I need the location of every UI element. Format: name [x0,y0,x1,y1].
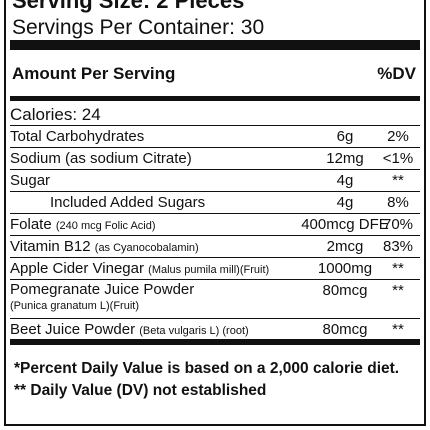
nutrient-name: Vitamin B12 (as Cyanocobalamin) [10,238,199,255]
nutrient-name: Folate (240 mcg Folic Acid) [10,216,156,233]
name-text: Sugar [10,172,51,189]
amount: 6g [336,128,354,145]
thick-bar [10,339,420,345]
daily-value: 70% [382,216,414,233]
name-note: (240 mcg Folic Acid) [55,220,156,232]
amount: 80mcg [322,321,368,338]
nutrient-row: Pomegranate Juice Powder (Punica granatum… [10,280,420,319]
calories: Calories: 24 [10,105,101,124]
daily-value: 8% [387,194,409,211]
amount: 400mcg DFE [301,216,389,233]
nutrient-name: Sugar [10,172,50,189]
nutrient-name: Included Added Sugars [50,194,205,211]
name-text: Included Added Sugars [50,194,206,211]
name-note: (Beta vulgaris L) (root) [139,325,249,337]
name-note: (Malus pumila mill)(Fruit) [148,264,270,276]
daily-value: ** [392,282,404,299]
supplement-label: Serving Size: 2 Pieces Servings Per Cont… [4,0,426,426]
name-text: Vitamin B12 [10,238,91,255]
amount: 4g [336,194,354,211]
daily-value: ** [392,172,404,189]
nutrient-row: Apple Cider Vinegar (Malus pumila mill)(… [10,258,420,280]
nutrient-name: Total Carbohydrates [10,128,144,145]
nutrient-name: Sodium (as sodium Citrate) [10,150,192,167]
nutrient-row: Vitamin B12 (as Cyanocobalamin) 2mcg 83% [10,236,420,258]
name-text: Total Carbohydrates [10,128,145,145]
name-text: Beet Juice Powder [10,321,136,338]
name-note: (Punica granatum L)(Fruit) [10,300,139,312]
medium-bar [10,96,420,101]
name-text: Pomegranate Juice Powder [10,281,195,298]
name-text: Folate [10,216,52,233]
name-note: (as Cyanocobalamin) [94,242,199,254]
dv-header: %DV [377,64,416,83]
daily-value: <1% [382,150,414,167]
daily-value: 2% [387,128,409,145]
amount: 4g [336,172,354,189]
name-text: Apple Cider Vinegar [10,260,144,277]
calories-row: Calories: 24 [10,103,420,126]
daily-value: ** [392,260,404,277]
amount: 2mcg [326,238,364,255]
footnote: *Percent Daily Value is based on a 2,000… [14,360,400,377]
nutrient-name: Pomegranate Juice Powder (Punica granatum… [10,282,194,314]
servings: Servings Per Container: 30 [12,16,265,39]
nutrient-row: Total Carbohydrates 6g 2% [10,126,420,148]
amount: 1000mg [317,260,373,277]
nutrient-row: Sugar 4g ** [10,170,420,192]
serving-size: Serving Size: 2 Pieces [12,0,245,13]
footnote: ** Daily Value (DV) not established [14,382,267,399]
amount: 80mcg [322,282,368,299]
amount-header: Amount Per Serving [12,64,176,83]
nutrient-row: Folate (240 mcg Folic Acid) 400mcg DFE 70% [10,214,420,236]
nutrient-row: Included Added Sugars 4g 8% [10,192,420,214]
daily-value: ** [392,321,404,338]
name-text: Sodium (as sodium Citrate) [10,150,192,167]
nutrient-row: Sodium (as sodium Citrate) 12mg <1% [10,148,420,170]
thick-bar [10,40,420,50]
nutrient-name: Beet Juice Powder (Beta vulgaris L) (roo… [10,321,249,338]
amount: 12mg [326,150,364,167]
daily-value: 83% [382,238,414,255]
nutrient-row: Beet Juice Powder (Beta vulgaris L) (roo… [10,319,420,341]
nutrient-name: Apple Cider Vinegar (Malus pumila mill)(… [10,260,269,277]
